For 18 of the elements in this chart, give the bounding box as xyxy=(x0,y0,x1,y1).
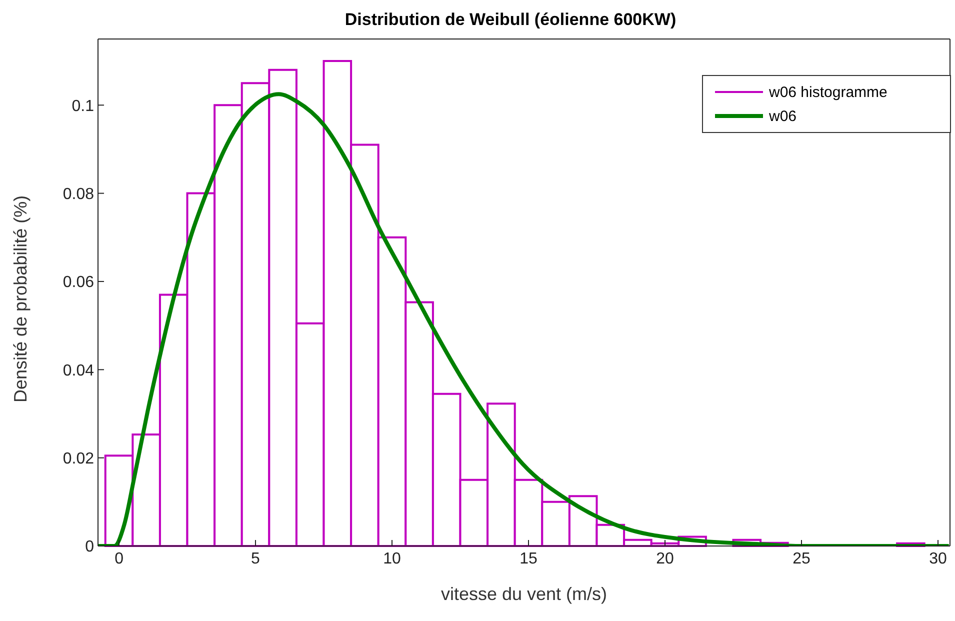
x-tick-label: 20 xyxy=(656,550,674,568)
y-tick-label: 0.02 xyxy=(62,450,94,468)
chart-title: Distribution de Weibull (éolienne 600KW) xyxy=(344,9,678,31)
x-tick-label: 25 xyxy=(792,550,810,568)
x-tick-label: 10 xyxy=(383,550,402,568)
y-tick-label: 0.1 xyxy=(72,98,94,115)
legend-label: w06 histogramme xyxy=(769,84,888,100)
y-axis-title: Densité de probabilité (%) xyxy=(10,195,30,402)
x-tick-label: 15 xyxy=(520,550,538,568)
y-tick-label: 0.04 xyxy=(62,362,94,380)
y-tick-label: 0.08 xyxy=(62,186,94,203)
x-tick-label: 5 xyxy=(251,550,260,568)
x-tick-label: 0 xyxy=(114,550,124,568)
x-axis-title: vitesse du vent (m/s) xyxy=(440,584,608,604)
y-tick-label: 0 xyxy=(85,538,94,556)
y-tick-label: 0.06 xyxy=(62,274,94,292)
x-tick-label: 30 xyxy=(929,550,947,568)
legend-label: w06 xyxy=(769,108,797,124)
